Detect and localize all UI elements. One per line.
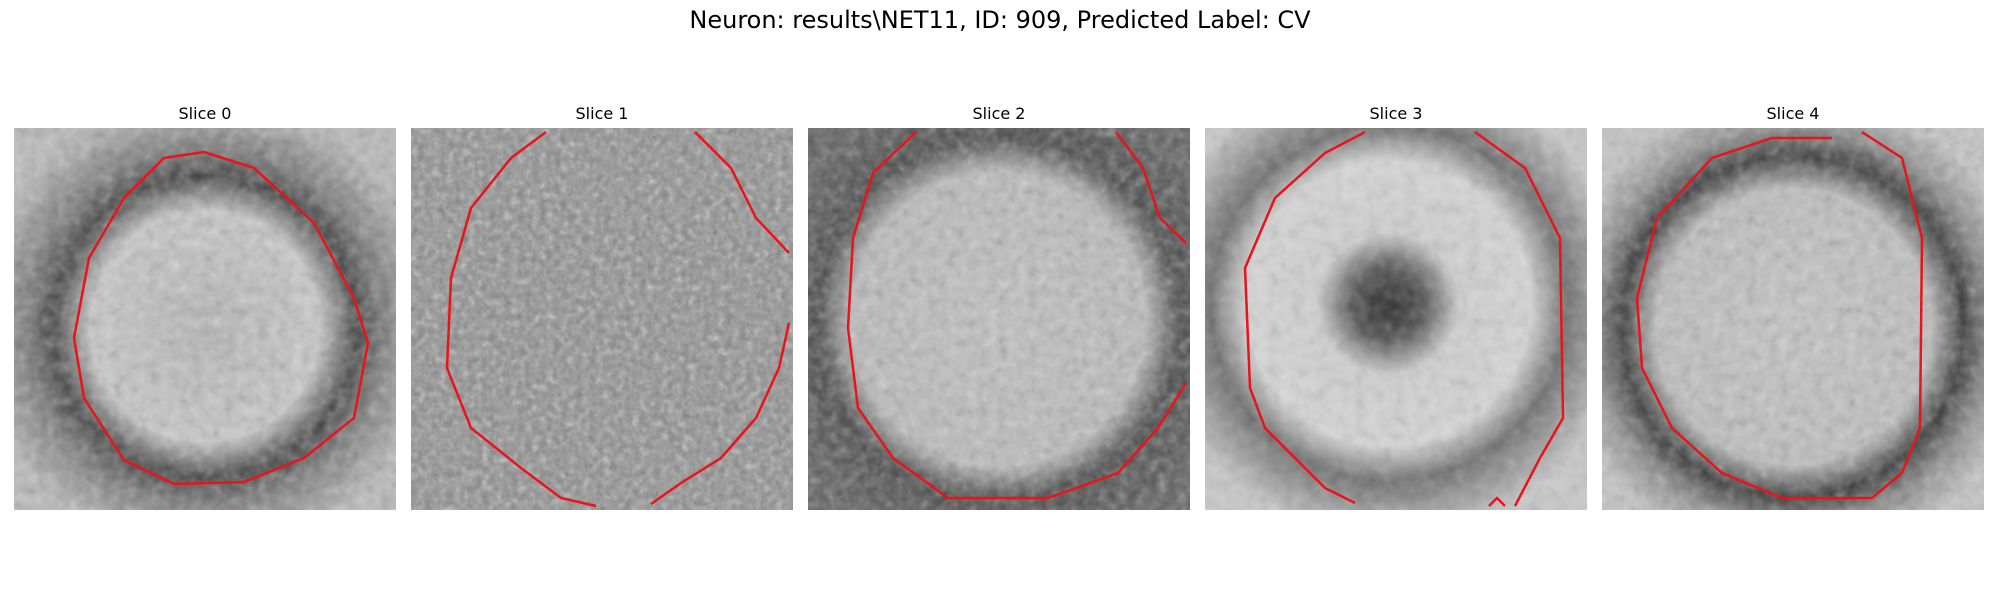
contour-line-2	[846, 131, 1188, 500]
slice-title-3: Slice 3	[1369, 104, 1423, 123]
contour-line-1c	[650, 322, 791, 506]
slice-image-1	[411, 128, 793, 510]
contour-line-2b	[1115, 131, 1187, 244]
slice-image-4	[1602, 128, 1984, 510]
figure-title: Neuron: results\NET11, ID: 909, Predicte…	[689, 6, 1311, 34]
slice-panel-4: Slice 4	[1602, 100, 1984, 510]
slice-image-3	[1205, 128, 1587, 510]
slice-panel-1: Slice 1	[411, 100, 793, 510]
slice-panel-3: Slice 3	[1205, 100, 1587, 510]
contour-line-3c	[1488, 496, 1506, 507]
slice-title-1: Slice 1	[575, 104, 629, 123]
slice-title-2: Slice 2	[972, 104, 1026, 123]
contour-line-4	[1635, 130, 1924, 500]
contour-line-3	[1243, 130, 1366, 505]
contour-line-3b	[1474, 130, 1565, 507]
contour-line-1b	[694, 131, 790, 254]
slice-title-4: Slice 4	[1766, 104, 1820, 123]
slice-title-0: Slice 0	[178, 104, 232, 123]
contour-line-0	[72, 150, 370, 486]
slice-panel-0: Slice 0	[14, 100, 396, 510]
slice-panel-2: Slice 2	[808, 100, 1190, 510]
slice-image-2	[808, 128, 1190, 510]
contour-line-1	[445, 130, 597, 508]
slice-image-0	[14, 128, 396, 510]
